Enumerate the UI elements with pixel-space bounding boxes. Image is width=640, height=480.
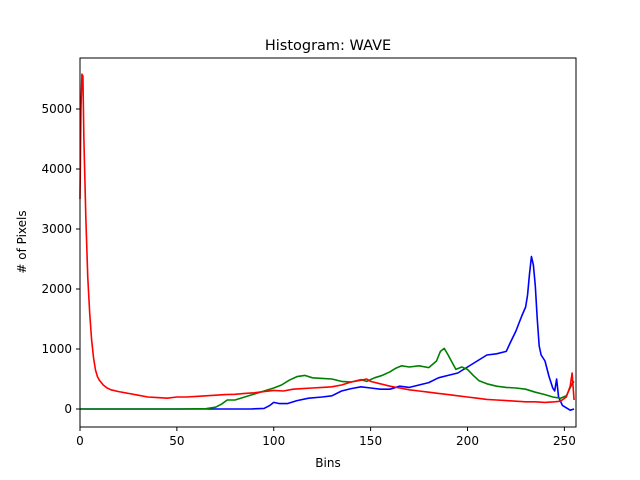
y-tick-label: 2000 — [41, 282, 72, 296]
x-tick-label: 250 — [553, 434, 576, 448]
x-tick-label: 0 — [76, 434, 84, 448]
y-axis-label: # of Pixels — [15, 210, 29, 273]
x-tick-label: 150 — [359, 434, 382, 448]
x-axis-label: Bins — [315, 456, 340, 470]
plot-frame — [79, 57, 577, 428]
plot-lines — [79, 73, 575, 412]
y-tick-label: 5000 — [41, 102, 72, 116]
series-line-0 — [80, 255, 575, 412]
x-tick-label: 50 — [169, 434, 184, 448]
axis-ticks: 0 50 100 150 200 250 0 1000 2000 3000 4000 5000 — [41, 102, 575, 448]
y-tick-label: 4000 — [41, 162, 72, 176]
y-tick-label: 1000 — [41, 342, 72, 356]
y-tick-label: 0 — [64, 402, 72, 416]
chart-title: Histogram: WAVE — [265, 38, 391, 54]
y-tick-label: 3000 — [41, 222, 72, 236]
x-tick-label: 100 — [262, 434, 285, 448]
series-line-2 — [79, 73, 575, 404]
x-tick-label: 200 — [456, 434, 479, 448]
